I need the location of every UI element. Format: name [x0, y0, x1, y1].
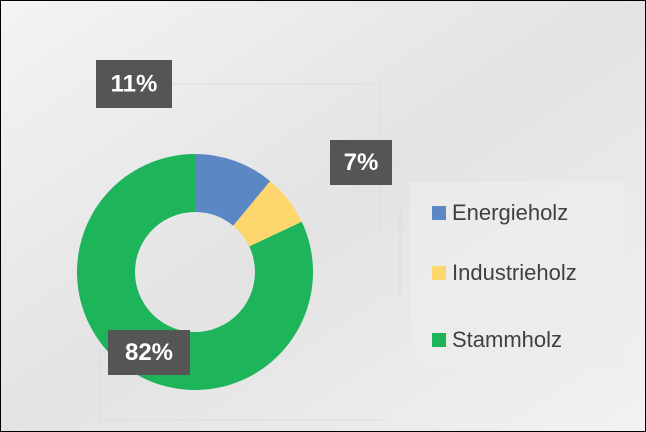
donut-slice — [195, 154, 271, 226]
legend-swatch — [432, 333, 446, 347]
data-label: 7% — [344, 149, 379, 176]
data-label-box — [108, 330, 190, 375]
legend-label: Industrieholz — [452, 260, 577, 285]
data-label: 11% — [111, 70, 158, 97]
legend-swatch — [432, 266, 446, 280]
legend-label: Stammholz — [452, 327, 562, 352]
legend-swatch — [432, 206, 446, 220]
data-label: 82% — [125, 339, 173, 366]
data-label-box — [96, 60, 172, 108]
donut-slice — [233, 181, 302, 247]
legend-label: Energieholz — [452, 200, 568, 225]
data-label-box — [330, 140, 392, 185]
